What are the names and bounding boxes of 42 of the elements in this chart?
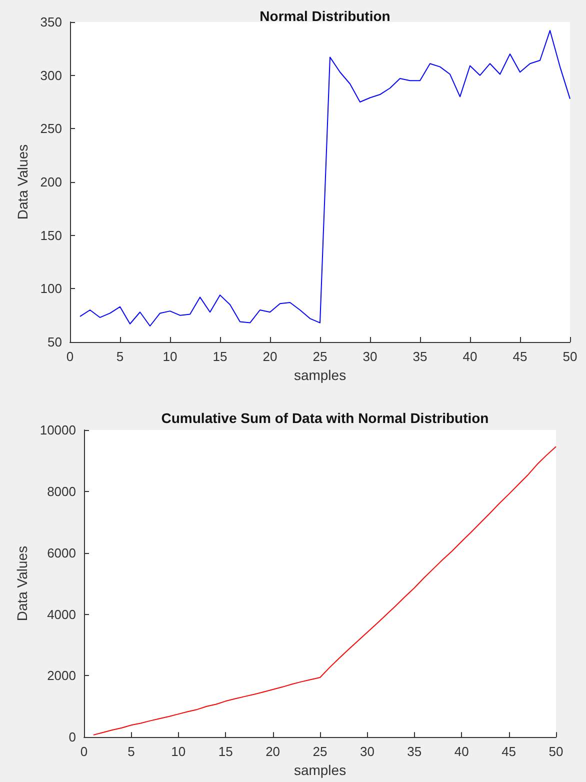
x-tick-label: 5 — [128, 744, 135, 760]
line-series — [92, 446, 556, 736]
x-tick-label: 20 — [266, 744, 280, 760]
y-tick-label: 2000 — [47, 668, 76, 684]
y-axis-title: Data Values — [14, 144, 30, 220]
x-tick-label: 30 — [360, 744, 374, 760]
x-tick-label: 40 — [454, 744, 469, 760]
x-tick-label: 5 — [116, 349, 124, 364]
x-tick-label: 50 — [562, 349, 578, 364]
y-tick-label: 50 — [48, 334, 62, 350]
y-tick-label: 4000 — [47, 606, 76, 622]
y-tick-label: 6000 — [47, 545, 76, 560]
x-tick-label: 20 — [262, 349, 278, 364]
x-tick-label: 15 — [218, 744, 233, 760]
y-tick-label: 250 — [40, 121, 62, 136]
y-tick-label: 8000 — [47, 484, 76, 499]
y-tick-label: 10000 — [40, 422, 76, 438]
line-series — [80, 30, 570, 326]
x-tick-label: 35 — [412, 349, 428, 364]
y-axis-title: Data Values — [14, 546, 30, 622]
chart-title: Cumulative Sum of Data with Normal Distribution — [161, 410, 489, 426]
x-tick-label: 30 — [362, 349, 378, 364]
y-tick-label: 300 — [40, 68, 62, 83]
x-tick-label: 10 — [162, 349, 178, 364]
x-tick-label: 45 — [512, 349, 528, 364]
x-tick-label: 45 — [502, 744, 516, 760]
x-tick-label: 0 — [80, 744, 88, 760]
y-tick-label: 350 — [40, 14, 62, 30]
x-tick-label: 25 — [312, 349, 328, 364]
x-tick-label: 15 — [212, 349, 228, 364]
x-tick-label: 40 — [462, 349, 478, 364]
y-tick-label: 100 — [40, 281, 62, 296]
y-tick-label: 0 — [68, 730, 76, 745]
y-tick-label: 150 — [40, 228, 62, 243]
x-tick-label: 35 — [407, 744, 422, 760]
x-tick-label: 10 — [171, 744, 186, 760]
x-axis-title: samples — [294, 762, 346, 778]
chart-title: Normal Distribution — [260, 8, 390, 24]
x-axis-title: samples — [294, 366, 346, 383]
x-tick-label: 50 — [548, 744, 564, 760]
y-tick-label: 200 — [40, 174, 62, 190]
x-tick-label: 25 — [312, 744, 328, 760]
